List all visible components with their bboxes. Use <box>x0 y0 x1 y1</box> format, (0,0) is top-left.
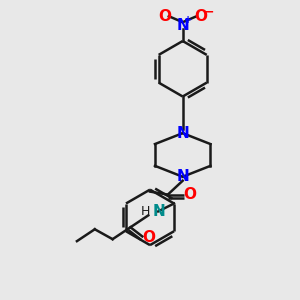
Text: O: O <box>194 9 207 24</box>
Text: N: N <box>176 18 189 33</box>
Text: N: N <box>176 126 189 141</box>
Text: N: N <box>176 169 189 184</box>
Text: +: + <box>184 15 192 25</box>
Text: O: O <box>158 9 171 24</box>
Text: O: O <box>142 230 155 245</box>
Text: N: N <box>152 204 165 219</box>
Text: −: − <box>204 6 215 19</box>
Text: H: H <box>141 205 150 218</box>
Text: O: O <box>183 187 196 202</box>
